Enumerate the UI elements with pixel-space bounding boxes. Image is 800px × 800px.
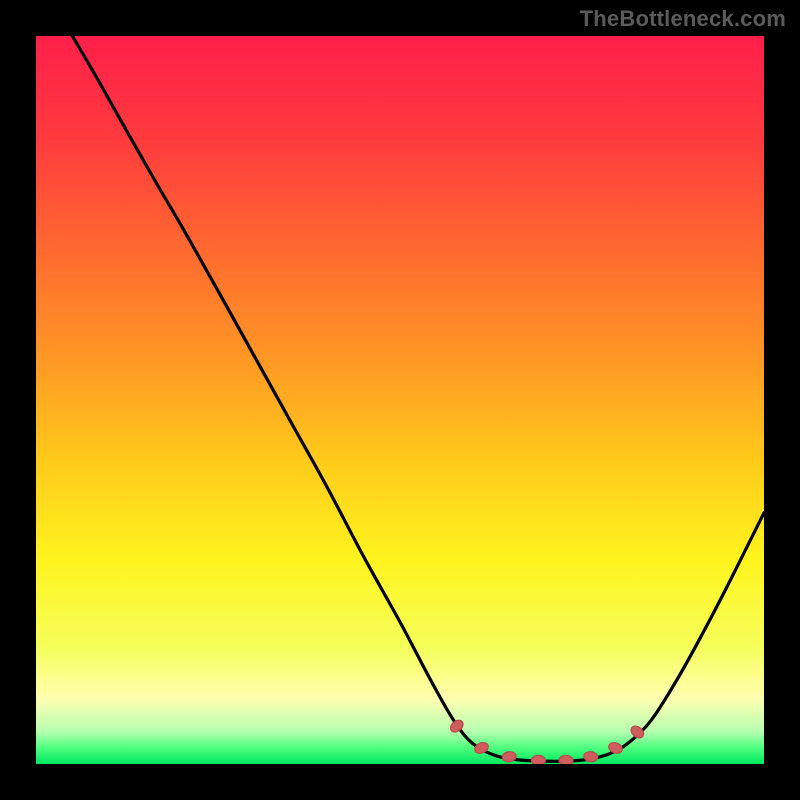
watermark-text: TheBottleneck.com <box>580 6 786 32</box>
curve-marker <box>559 755 573 764</box>
plot-area <box>36 36 764 764</box>
curve-marker <box>629 724 646 741</box>
chart-svg <box>36 36 764 764</box>
bottleneck-curve <box>72 36 764 761</box>
curve-marker <box>531 755 545 764</box>
